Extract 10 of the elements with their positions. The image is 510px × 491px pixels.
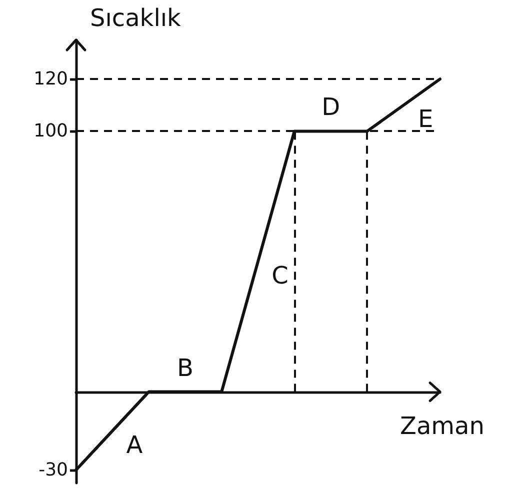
annotation: E — [418, 105, 434, 134]
y-tick-label: 100 — [34, 120, 68, 142]
annotation: B — [176, 354, 194, 382]
y-tick-label: -30 — [38, 459, 68, 480]
annotation: C — [272, 262, 288, 290]
annotation: A — [126, 430, 144, 459]
x-axis-title: Zaman — [400, 412, 484, 440]
annotation: D — [322, 93, 340, 122]
y-tick-label: 120 — [34, 68, 68, 90]
y-axis-title: Sıcaklık — [90, 4, 182, 32]
